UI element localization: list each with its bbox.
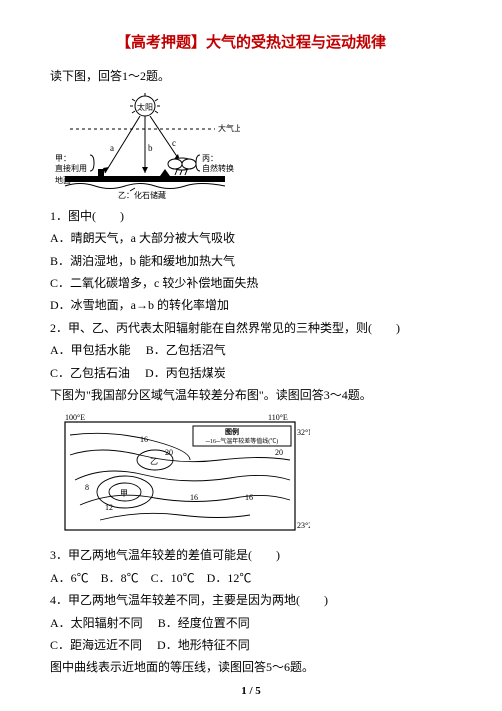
fig2-v20b: 20 bbox=[275, 448, 283, 457]
fig1-right-bot: 自然转换 bbox=[202, 163, 234, 173]
q2-opt-b: B．乙包括沼气 bbox=[146, 343, 226, 357]
lon-right: 110°E bbox=[268, 413, 288, 422]
lat-bot: 23°26′ bbox=[297, 521, 310, 530]
sun-label: 太阳 bbox=[137, 102, 153, 112]
fig2-v16b: 16 bbox=[190, 493, 198, 502]
legend-body: ─16─气温年较差等值线(℃) bbox=[205, 437, 279, 445]
q1: 1．图中( ) bbox=[50, 206, 452, 226]
q4-opt-c: C．距海远近不同 bbox=[50, 638, 142, 652]
q1-opt-c: C．二氧化碳增多，c 较少补偿地面失热 bbox=[50, 273, 452, 293]
intro-2: 下图为"我国部分区域气温年较差分布图"。读图回答3～4题。 bbox=[50, 385, 452, 405]
figure-2: 100°E 110°E 32°N 23°26′ 图例 ─16─气温年较差等值线(… bbox=[50, 410, 452, 540]
fig2-v20a: 20 bbox=[165, 448, 173, 457]
q2-row-ab: A．甲包括水能 B．乙包括沼气 bbox=[50, 340, 452, 360]
legend-title: 图例 bbox=[225, 427, 239, 436]
q2-opt-d: D．丙包括煤炭 bbox=[145, 366, 226, 380]
fig2-v8: 8 bbox=[85, 483, 89, 492]
fig2-v16a: 16 bbox=[140, 435, 148, 444]
fig2-v12: 12 bbox=[105, 503, 113, 512]
q4-opt-a: A．太阳辐射不同 bbox=[50, 616, 143, 630]
fig1-left-bot: 直接利用 bbox=[55, 163, 87, 173]
q3-opts: A．6℃ B．8℃ C．10℃ D．12℃ bbox=[50, 568, 452, 588]
q1-opt-b: B．湖泊湿地，b 能和缓地加热大气 bbox=[50, 251, 452, 271]
q4: 4．甲乙两地气温年较差不同，主要是因为两地( ) bbox=[50, 590, 452, 610]
q2: 2．甲、乙、丙代表太阳辐射能在自然界常见的三种类型，则( ) bbox=[50, 318, 452, 338]
intro-1: 读下图，回答1～2题。 bbox=[50, 66, 452, 86]
figure-1: 太阳 大气上界 a b c 甲： 直接利用 丙： 自然转换 地面 乙：化石储藏 bbox=[50, 91, 452, 201]
ray-c: c bbox=[172, 138, 176, 148]
q4-row-cd: C．距海远近不同 D．地形特征不同 bbox=[50, 635, 452, 655]
fig1-ground-right: 乙：化石储藏 bbox=[118, 190, 166, 200]
q2-opt-c: C．乙包括石油 bbox=[50, 366, 130, 380]
page-number: 1 / 5 bbox=[0, 682, 502, 701]
q2-opt-a: A．甲包括水能 bbox=[50, 343, 131, 357]
q2-row-cd: C．乙包括石油 D．丙包括煤炭 bbox=[50, 363, 452, 383]
atm-top-label: 大气上界 bbox=[218, 123, 240, 133]
intro-3: 图中曲线表示近地面的等压线，读图回答5～6题。 bbox=[50, 657, 452, 677]
fig2-yi: 乙 bbox=[150, 457, 158, 466]
q4-opt-d: D．地形特征不同 bbox=[157, 638, 250, 652]
lon-left: 100°E bbox=[65, 413, 85, 422]
fig2-v16c: 16 bbox=[245, 493, 253, 502]
q4-opt-b: B．经度位置不同 bbox=[158, 616, 250, 630]
q4-row-ab: A．太阳辐射不同 B．经度位置不同 bbox=[50, 613, 452, 633]
ray-b: b bbox=[148, 143, 153, 153]
q1-opt-d: D．冰雪地面，a→b 的转化率增加 bbox=[50, 295, 452, 315]
fig2-jia: 甲 bbox=[120, 489, 128, 498]
doc-title: 【高考押题】大气的受热过程与运动规律 bbox=[50, 30, 452, 56]
lat-top: 32°N bbox=[297, 428, 310, 437]
q1-opt-a: A．晴朗天气，a 大部分被大气吸收 bbox=[50, 228, 452, 248]
q3: 3．甲乙两地气温年较差的差值可能是( ) bbox=[50, 545, 452, 565]
fig1-left-top: 甲： bbox=[55, 154, 71, 163]
fig1-ground-left: 地面 bbox=[55, 175, 71, 185]
ray-a: a bbox=[110, 143, 114, 153]
fig1-right-top: 丙： bbox=[202, 154, 218, 163]
